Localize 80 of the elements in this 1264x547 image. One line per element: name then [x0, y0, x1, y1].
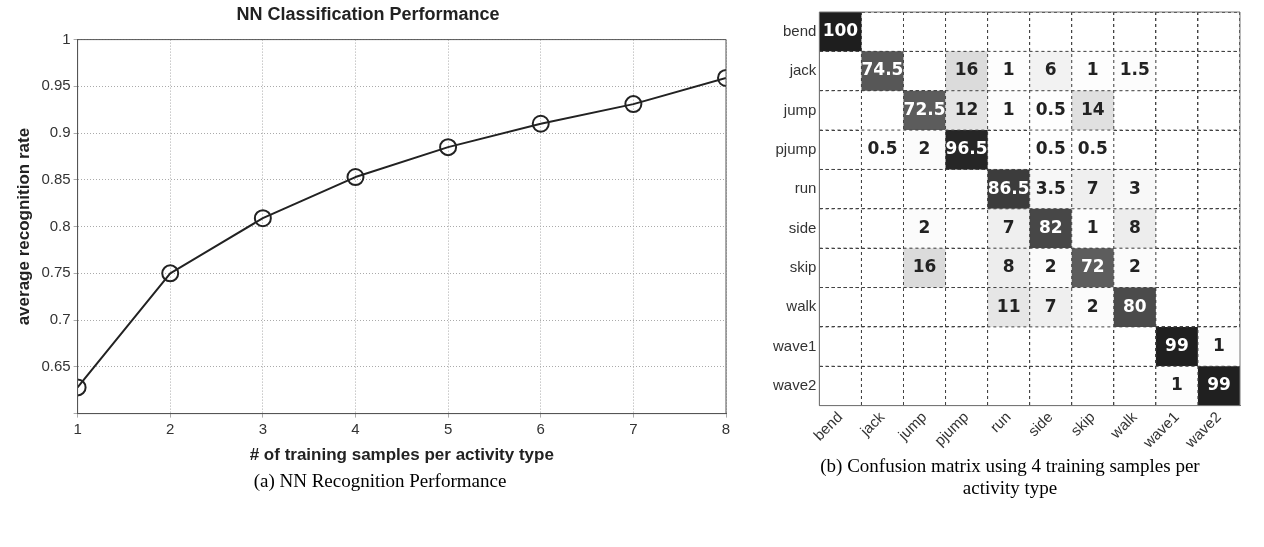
x-tick-label: 6 — [536, 419, 545, 437]
y-tick-label: pjump — [775, 139, 817, 157]
data-label: 82 — [1038, 216, 1063, 237]
x-axis-title: # of training samples per activity type — [249, 445, 554, 465]
y-tick-label: wave1 — [772, 336, 817, 354]
y-tick-label: skip — [789, 257, 817, 275]
data-label: 7 — [1086, 177, 1099, 198]
text: (b) Confusion matrix using 4 training samples per activity type — [819, 455, 1201, 499]
data-label: 7 — [1002, 216, 1015, 237]
data-label: 11 — [996, 295, 1021, 316]
data-label: 0.5 — [1035, 138, 1066, 159]
data-label: 0.5 — [867, 138, 898, 159]
x-tick-label: skip — [1066, 408, 1098, 439]
y-axis-title: average recognition rate — [13, 127, 33, 326]
data-label: 16 — [912, 256, 937, 277]
y-tick-label: 0.7 — [49, 310, 71, 328]
x-tick-label: 1 — [73, 419, 82, 437]
data-label: 2 — [1044, 256, 1057, 277]
data-label: 1 — [1002, 59, 1015, 80]
y-tick-label: wave2 — [772, 376, 817, 394]
y-tick-label: 0.85 — [41, 169, 71, 187]
data-label: 16 — [954, 59, 979, 80]
data-label: 99 — [1207, 374, 1231, 395]
data-label: 7 — [1044, 295, 1057, 316]
x-tick-label: side — [1024, 408, 1056, 440]
data-label: 3 — [1128, 177, 1141, 198]
point — [161, 264, 180, 283]
x-tick-label: 3 — [258, 419, 268, 437]
data-label: 2 — [1128, 256, 1141, 277]
data-label: 86.5 — [987, 177, 1030, 198]
y-tick-label: run — [794, 179, 817, 197]
y-tick-label: walk — [785, 297, 817, 315]
data-label: 1 — [1213, 334, 1225, 355]
data-label: 8 — [1128, 216, 1141, 237]
data-label: 3.5 — [1035, 177, 1066, 198]
data-label: 80 — [1123, 295, 1147, 316]
x-tick-label: walk — [1105, 407, 1141, 442]
data-label: 100 — [822, 20, 859, 41]
data-label: 1.5 — [1119, 59, 1150, 80]
y-tick-label: jump — [782, 100, 817, 118]
y-tick-label: jack — [788, 61, 817, 79]
data-label: 12 — [954, 98, 979, 119]
point — [439, 138, 458, 157]
data-label: 1 — [1086, 216, 1099, 237]
point — [531, 114, 550, 133]
data-label: 99 — [1165, 334, 1189, 355]
data-label: 1 — [1170, 374, 1183, 395]
y-tick-label: 0.9 — [49, 123, 71, 141]
data-label: 2 — [1086, 295, 1099, 316]
x-tick-label: 4 — [351, 419, 360, 437]
text: (a) NN Recognition Performance — [252, 470, 508, 492]
point — [624, 95, 643, 114]
data-label: 1 — [1002, 98, 1015, 119]
y-tick-label: 1 — [62, 29, 71, 47]
data-label: 96.5 — [945, 138, 988, 159]
x-tick-label: 2 — [166, 419, 175, 437]
y-tick-label: bend — [782, 21, 817, 39]
data-label: 72.5 — [903, 98, 946, 119]
data-label: 0.5 — [1077, 138, 1108, 159]
data-label: 8 — [1002, 256, 1015, 277]
data-label: 72 — [1080, 256, 1105, 277]
data-label: 1 — [1086, 59, 1099, 80]
data-label: 2 — [918, 216, 931, 237]
y-tick-label: 0.75 — [41, 263, 71, 281]
point — [253, 209, 272, 228]
y-tick-label: side — [788, 218, 817, 236]
y-tick-label: 0.8 — [49, 216, 71, 234]
y-tick-label: 0.65 — [41, 356, 71, 374]
x-tick-label: 8 — [721, 419, 731, 437]
data-label: 2 — [918, 138, 931, 159]
x-tick-label: 5 — [443, 419, 453, 437]
data-label: 0.5 — [1035, 98, 1066, 119]
data-label: 74.5 — [861, 59, 904, 80]
chart-title: NN Classification Performance — [236, 3, 500, 24]
y-tick-label: 0.95 — [41, 76, 71, 94]
x-tick-label: 7 — [629, 419, 638, 437]
data-label: 14 — [1080, 98, 1105, 119]
x-tick-label: run — [986, 408, 1014, 436]
point — [346, 168, 365, 187]
data-label: 6 — [1044, 59, 1057, 80]
